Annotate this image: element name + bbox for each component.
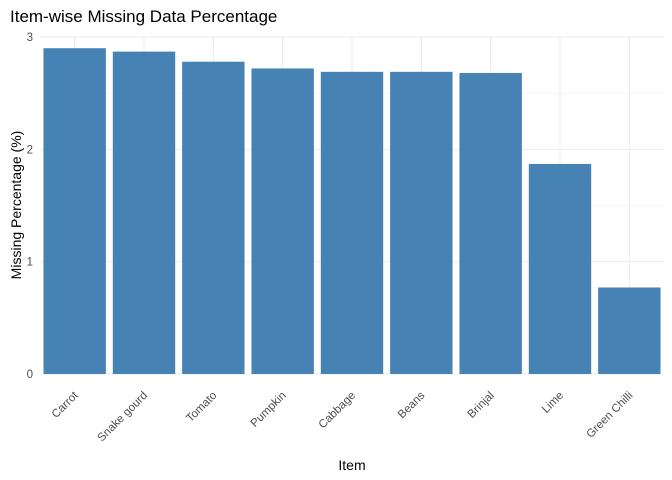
x-tick-label: Green Chilli: [584, 390, 635, 441]
bar: [182, 61, 245, 375]
y-axis-ticks: 0 1 2 3: [27, 32, 33, 381]
y-tick-label: 2: [27, 144, 33, 156]
x-tick-label: Pumpkin: [249, 390, 289, 430]
y-tick-label: 3: [27, 32, 33, 44]
bar: [528, 163, 592, 374]
bar: [598, 287, 661, 374]
x-tick-label: Carrot: [50, 389, 82, 421]
bar: [43, 48, 106, 374]
bar: [320, 71, 384, 374]
y-tick-label: 0: [27, 369, 33, 381]
bars: [43, 48, 661, 375]
bar: [459, 72, 522, 375]
bar: [112, 51, 176, 374]
x-tick-label: Beans: [396, 389, 428, 421]
bar: [251, 68, 314, 374]
x-axis-title: Item: [338, 457, 365, 473]
y-axis-title: Missing Percentage (%): [8, 131, 24, 280]
x-tick-label: Cabbage: [317, 390, 358, 431]
x-tick-label: Brinjal: [466, 390, 497, 421]
x-tick-label: Tomato: [184, 390, 219, 425]
x-tick-label: Snake gourd: [96, 390, 151, 445]
x-axis-ticks: Carrot Snake gourd Tomato Pumpkin Cabbage Bea…: [50, 389, 636, 444]
chart-title: Item-wise Missing Data Percentage: [10, 7, 277, 26]
bar: [390, 71, 453, 374]
x-tick-label: Lime: [540, 390, 566, 416]
y-tick-label: 1: [27, 257, 33, 269]
